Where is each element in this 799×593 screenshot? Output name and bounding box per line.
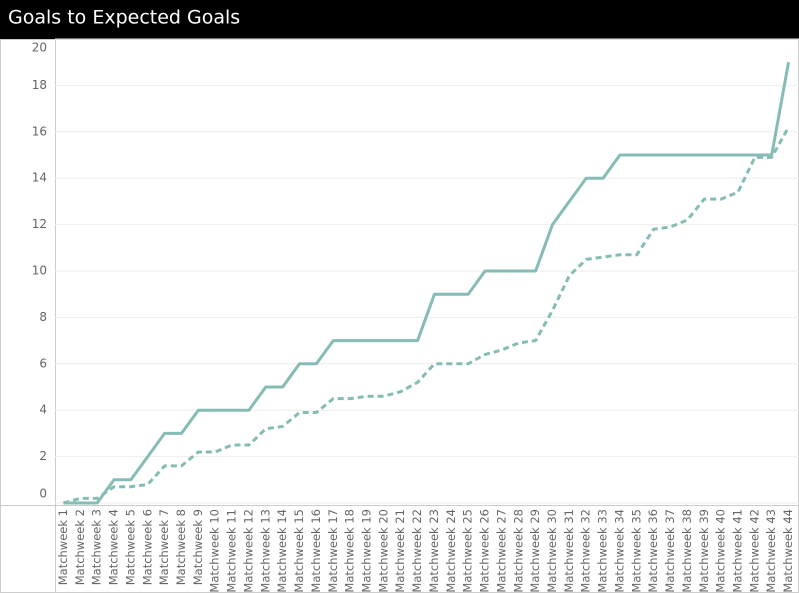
x-tick-label: Matchweek 16	[309, 509, 323, 593]
x-tick-label: Matchweek 44	[781, 509, 795, 593]
x-tick-label: Matchweek 20	[376, 509, 390, 593]
x-tick-label: Matchweek 41	[730, 509, 744, 593]
x-tick-label: Matchweek 23	[427, 509, 441, 593]
x-tick-label: Matchweek 27	[494, 509, 508, 593]
y-tick-label: 18	[32, 78, 47, 92]
x-tick-label: Matchweek 35	[629, 509, 643, 593]
x-tick-label: Matchweek 33	[596, 509, 610, 593]
x-tick-label: Matchweek 13	[258, 509, 272, 593]
y-tick-label: 0	[39, 487, 47, 501]
y-tick-label: 10	[32, 264, 47, 278]
x-tick-label: Matchweek 38	[680, 509, 694, 593]
x-tick-label: Matchweek 14	[275, 509, 289, 593]
y-tick-label: 16	[32, 124, 47, 138]
series-line	[63, 61, 791, 505]
x-tick-label: Matchweek 8	[174, 509, 188, 585]
x-tick-label: Matchweek 36	[646, 509, 660, 593]
x-tick-label: Matchweek 17	[326, 509, 340, 593]
x-tick-label: Matchweek 12	[241, 509, 255, 593]
x-tick-label: Matchweek 1	[56, 509, 70, 585]
x-tick-label: Matchweek 4	[107, 509, 121, 585]
x-tick-label: Matchweek 11	[225, 509, 239, 593]
x-tick-label: Matchweek 6	[140, 509, 154, 585]
x-tick-label: Matchweek 40	[714, 509, 728, 593]
x-tick-label: Matchweek 24	[444, 509, 458, 593]
y-tick-label: 8	[39, 310, 47, 324]
x-tick-label: Matchweek 7	[157, 509, 171, 585]
x-tick-label: Matchweek 25	[461, 509, 475, 593]
y-tick-label: 20	[32, 41, 47, 55]
x-tick-label: Matchweek 42	[747, 509, 761, 593]
y-tick-label: 14	[32, 171, 47, 185]
x-tick-label: Matchweek 29	[528, 509, 542, 593]
title-bar	[0, 0, 799, 39]
x-tick-label: Matchweek 28	[511, 509, 525, 593]
x-tick-label: Matchweek 15	[292, 509, 306, 593]
x-tick-label: Matchweek 19	[359, 509, 373, 593]
x-tick-label: Matchweek 31	[562, 509, 576, 593]
x-tick-label: Matchweek 39	[697, 509, 711, 593]
x-tick-label: Matchweek 30	[545, 509, 559, 593]
x-tick-label: Matchweek 43	[764, 509, 778, 593]
x-tick-label: Matchweek 21	[393, 509, 407, 593]
x-tick-label: Matchweek 22	[410, 509, 424, 593]
x-tick-label: Matchweek 3	[90, 509, 104, 585]
x-tick-label: Matchweek 5	[123, 509, 137, 585]
series-line	[63, 126, 790, 505]
x-tick-label: Matchweek 26	[478, 509, 492, 593]
x-tick-label: Matchweek 9	[191, 509, 205, 585]
x-tick-label: Matchweek 10	[208, 509, 222, 593]
y-tick-label: 12	[32, 217, 47, 231]
x-tick-label: Matchweek 37	[663, 509, 677, 593]
y-tick-label: 4	[39, 403, 47, 417]
y-tick-label: 2	[39, 449, 47, 463]
x-tick-label: Matchweek 18	[343, 509, 357, 593]
x-tick-label: Matchweek 2	[73, 509, 87, 585]
x-tick-label: Matchweek 34	[612, 509, 626, 593]
chart-title: Goals to Expected Goals	[8, 7, 240, 29]
y-tick-label: 6	[39, 356, 47, 370]
x-tick-label: Matchweek 32	[579, 509, 593, 593]
